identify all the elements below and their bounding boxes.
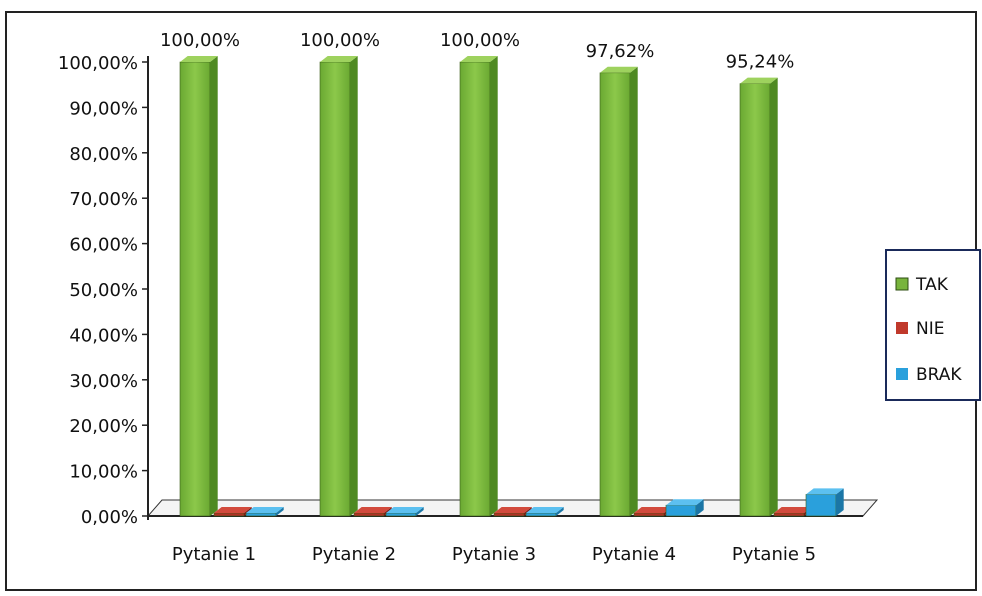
data-label-tak: 97,62% bbox=[586, 41, 655, 62]
legend: TAK NIE BRAK bbox=[886, 250, 980, 400]
data-label-tak: 95,24% bbox=[726, 52, 795, 73]
legend-swatch-nie bbox=[896, 322, 908, 334]
x-tick-label: Pytanie 2 bbox=[312, 544, 396, 565]
bar-brak-front bbox=[806, 494, 836, 516]
bar-brak bbox=[666, 499, 704, 516]
bar-nie-front bbox=[634, 513, 664, 516]
y-tick-label: 70,00% bbox=[69, 189, 138, 210]
y-tick-label: 100,00% bbox=[58, 53, 138, 74]
bar-brak-front bbox=[526, 513, 556, 516]
y-tick-label: 90,00% bbox=[69, 98, 138, 119]
y-tick-label: 0,00% bbox=[81, 507, 138, 528]
x-tick-label: Pytanie 4 bbox=[592, 544, 676, 565]
bar-brak-front bbox=[666, 505, 696, 516]
y-tick-label: 30,00% bbox=[69, 371, 138, 392]
y-tick-label: 20,00% bbox=[69, 416, 138, 437]
bar-tak bbox=[600, 67, 638, 516]
bar-tak-side bbox=[490, 56, 498, 516]
legend-label-brak: BRAK bbox=[916, 365, 962, 385]
data-label-tak: 100,00% bbox=[300, 30, 380, 51]
y-tick-label: 80,00% bbox=[69, 144, 138, 165]
legend-label-nie: NIE bbox=[916, 319, 944, 339]
bar-tak-side bbox=[770, 78, 778, 516]
bar-tak bbox=[180, 56, 218, 516]
bar-nie-front bbox=[774, 513, 804, 516]
legend-swatch-tak bbox=[896, 278, 908, 290]
bar-nie-front bbox=[494, 513, 524, 516]
y-tick-label: 40,00% bbox=[69, 325, 138, 346]
data-label-tak: 100,00% bbox=[440, 30, 520, 51]
bar-tak bbox=[460, 56, 498, 516]
legend-label-tak: TAK bbox=[915, 275, 949, 295]
x-tick-label: Pytanie 1 bbox=[172, 544, 256, 565]
bar-nie-front bbox=[354, 513, 384, 516]
bar-tak-front bbox=[320, 62, 350, 516]
bar-nie-front bbox=[214, 513, 244, 516]
bar-tak-front bbox=[460, 62, 490, 516]
bar-tak-front bbox=[600, 73, 630, 516]
legend-swatch-brak bbox=[896, 368, 908, 380]
bar-brak-front bbox=[386, 513, 416, 516]
bar-tak-side bbox=[350, 56, 358, 516]
bar-brak-front bbox=[246, 513, 276, 516]
bar-tak-side bbox=[630, 67, 638, 516]
data-label-tak: 100,00% bbox=[160, 30, 240, 51]
bar-brak bbox=[806, 488, 844, 516]
bar-tak-front bbox=[740, 84, 770, 516]
bar-tak-side bbox=[210, 56, 218, 516]
y-tick-label: 10,00% bbox=[69, 462, 138, 483]
bar-tak-front bbox=[180, 62, 210, 516]
y-tick-label: 50,00% bbox=[69, 280, 138, 301]
bar-tak bbox=[320, 56, 358, 516]
y-tick-label: 60,00% bbox=[69, 235, 138, 256]
x-tick-label: Pytanie 3 bbox=[452, 544, 536, 565]
bars-layer bbox=[180, 56, 844, 516]
x-tick-label: Pytanie 5 bbox=[732, 544, 816, 565]
bar-tak bbox=[740, 78, 778, 516]
